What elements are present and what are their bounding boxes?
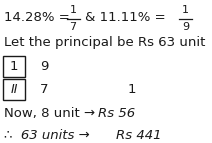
Text: 1: 1 — [182, 5, 189, 15]
Text: 9: 9 — [182, 22, 189, 32]
Text: 7: 7 — [70, 22, 77, 32]
Text: Rs 56: Rs 56 — [98, 107, 135, 120]
Text: 14.28% =: 14.28% = — [4, 11, 70, 24]
Text: & 11.11% =: & 11.11% = — [85, 11, 165, 24]
Text: 1: 1 — [127, 83, 136, 96]
Text: Now, 8 unit →: Now, 8 unit → — [4, 107, 100, 120]
Text: Let the principal be Rs 63 unit: Let the principal be Rs 63 unit — [4, 36, 206, 49]
Text: II: II — [10, 83, 18, 96]
Text: 1: 1 — [10, 60, 18, 73]
Text: Rs 441: Rs 441 — [116, 129, 161, 142]
Text: 9: 9 — [40, 60, 49, 73]
Text: ∴  63 units →: ∴ 63 units → — [4, 129, 94, 142]
Text: 7: 7 — [40, 83, 49, 96]
Text: 1: 1 — [70, 5, 77, 15]
